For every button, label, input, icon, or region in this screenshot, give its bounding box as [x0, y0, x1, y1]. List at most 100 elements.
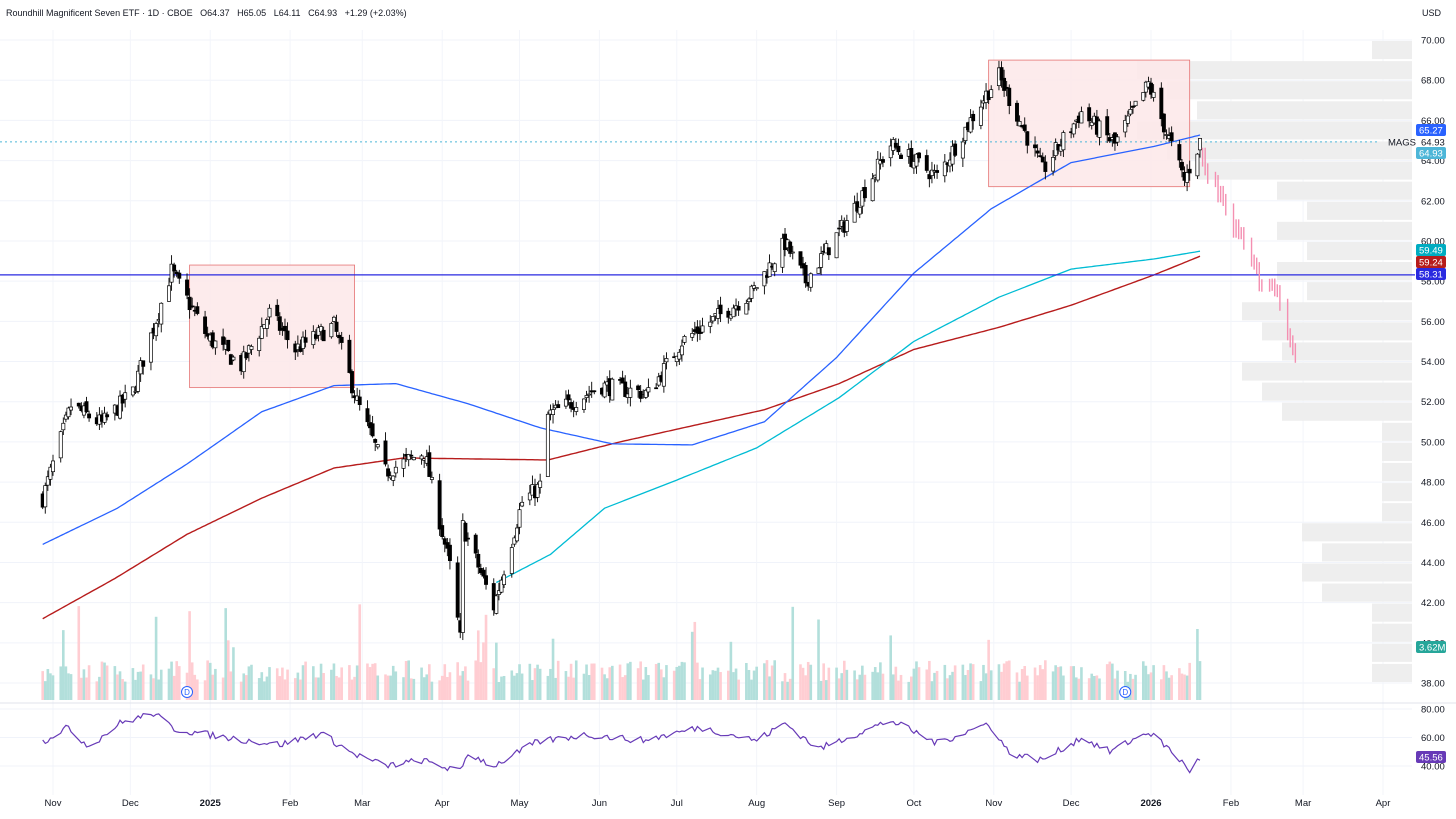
volume-profile-bar	[1382, 503, 1412, 522]
dividend-label: D	[184, 688, 190, 697]
volume-bar	[1044, 660, 1047, 700]
candle	[1133, 100, 1138, 107]
volume-bar	[747, 669, 751, 700]
volume-bar	[116, 674, 119, 700]
volume-bar	[912, 668, 916, 700]
candle	[960, 137, 965, 167]
candle	[329, 321, 334, 339]
range-box-1[interactable]	[189, 264, 355, 389]
candle	[419, 454, 424, 465]
volume-bar	[402, 677, 405, 700]
volume-bar	[355, 665, 359, 700]
price-projection	[1201, 147, 1297, 363]
volume-bar	[409, 678, 413, 700]
volume-bar	[214, 668, 217, 700]
volume-bar	[497, 681, 501, 700]
volume-bar	[745, 663, 748, 700]
volume-profile-bar	[1322, 543, 1412, 562]
volume-bar	[917, 667, 921, 700]
candle	[51, 454, 55, 476]
volume-bar	[422, 677, 426, 700]
candle	[509, 543, 514, 578]
volume-bar	[1090, 673, 1094, 700]
volume-bar	[853, 670, 856, 700]
candle	[148, 332, 153, 371]
candle	[136, 364, 141, 394]
candle	[476, 549, 481, 574]
candle	[896, 138, 901, 155]
volume-bar	[175, 661, 179, 700]
candle	[347, 334, 352, 374]
candle	[177, 269, 182, 284]
volume-bar	[1116, 670, 1119, 700]
candle	[373, 438, 378, 452]
close-value: C64.93	[308, 8, 338, 18]
candle	[643, 388, 648, 400]
price-tick-label: 60.00	[1421, 236, 1445, 247]
volume-bar	[711, 670, 715, 700]
candle	[772, 262, 777, 277]
volume-bar	[221, 677, 225, 700]
volume-bar	[592, 663, 596, 700]
candle	[285, 322, 290, 349]
volume-profile-bar	[1242, 362, 1412, 381]
volume-bar	[376, 675, 380, 700]
volume-bar	[389, 675, 392, 700]
candle	[520, 496, 525, 508]
candle	[592, 390, 597, 395]
volume-bar	[46, 669, 50, 700]
price-badge: 65.27	[1416, 124, 1446, 137]
volume-bar	[842, 660, 846, 700]
volume-bar	[139, 671, 142, 700]
volume-bar	[172, 675, 176, 700]
candle	[752, 281, 757, 292]
candle	[334, 314, 339, 337]
price-badge: 59.49	[1416, 244, 1446, 257]
price-tick-label: 50.00	[1421, 437, 1445, 448]
volume-bar	[247, 666, 251, 700]
candle	[172, 262, 177, 278]
volume-bar	[456, 662, 459, 700]
candle	[589, 381, 594, 398]
candle	[1040, 152, 1045, 163]
candle	[927, 170, 932, 188]
volume-profile-bar	[1262, 322, 1412, 341]
candle	[1071, 122, 1076, 138]
price-axis[interactable]: 70.00 68.00 66.00 64.00 62.00 60.00 58.00 56.00…	[1421, 36, 1445, 690]
candle	[654, 383, 659, 390]
candle	[455, 556, 460, 621]
volume-bar	[149, 674, 153, 700]
volume-bar	[809, 664, 813, 700]
volume-bar	[951, 671, 954, 700]
time-axis[interactable]: Nov Dec 2025 Feb Mar Apr May Jun Jul Aug Sep Oct Nov…	[45, 798, 1391, 809]
volume-bar	[659, 669, 663, 700]
candle	[1025, 131, 1030, 154]
volume-bar	[737, 679, 740, 700]
rsi-axis[interactable]: 80.00 60.00 40.00	[1421, 705, 1445, 773]
volume-bar	[69, 674, 73, 700]
candle	[844, 214, 849, 237]
candle	[105, 411, 110, 421]
price-badge: 59.24	[1416, 256, 1446, 269]
dividend-marker[interactable]: D	[181, 686, 194, 698]
volume-profile-bar	[1282, 402, 1412, 421]
volume-bar	[466, 680, 470, 700]
candle	[566, 389, 571, 406]
volume-bar	[982, 664, 985, 700]
candle	[661, 355, 666, 393]
candle	[942, 154, 947, 183]
volume-bar	[536, 664, 539, 700]
volume-bar	[82, 669, 86, 700]
volume-bar	[871, 671, 874, 700]
time-tick-label: Sep	[828, 798, 845, 809]
volume-bar	[781, 681, 784, 700]
volume-bar	[629, 661, 632, 700]
candle	[87, 410, 92, 422]
candle	[731, 304, 736, 318]
volume-bar	[824, 680, 828, 700]
candle	[826, 247, 831, 260]
volume-bar	[822, 663, 825, 700]
dividend-marker[interactable]: D	[1119, 686, 1132, 698]
candle	[816, 267, 821, 274]
